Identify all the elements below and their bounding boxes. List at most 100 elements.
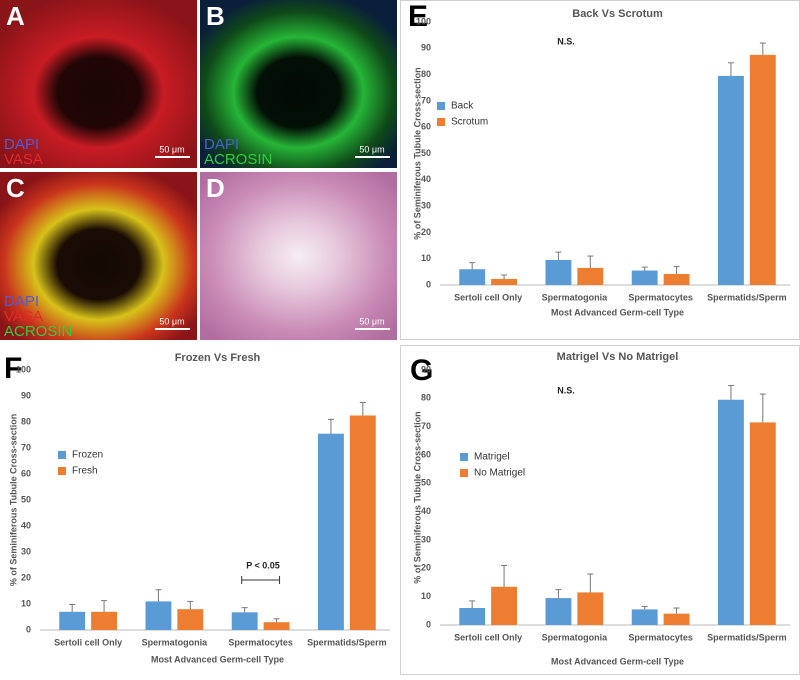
legend-swatch <box>460 469 468 477</box>
bar <box>718 75 744 285</box>
bar <box>349 415 376 630</box>
panel-letter: D <box>206 173 225 203</box>
bar <box>263 622 290 630</box>
legend-label: No Matrigel <box>474 468 525 479</box>
scale-label: 50 μm <box>159 144 184 154</box>
scale-label: 50 μm <box>159 316 184 326</box>
bar <box>663 273 690 285</box>
bar <box>59 611 86 630</box>
y-tick-label: 30 <box>21 546 31 556</box>
x-tick-label: Spermatids/Sperm <box>707 632 787 642</box>
x-tick-label: Sertoli cell Only <box>454 632 522 642</box>
y-tick-label: 10 <box>421 253 431 263</box>
y-tick-label: 10 <box>421 591 431 601</box>
bar <box>663 613 690 625</box>
x-tick-label: Spermatogonia <box>142 637 209 647</box>
stain-label: DAPI <box>4 136 39 153</box>
y-tick-label: 60 <box>421 449 431 459</box>
y-tick-label: 80 <box>21 416 31 426</box>
x-tick-label: Spermatocytes <box>228 637 293 647</box>
legend-swatch <box>58 451 66 459</box>
x-axis-label: Most Advanced Germ-cell Type <box>551 307 684 317</box>
panel-letter: A <box>6 1 25 31</box>
bar <box>145 601 172 630</box>
y-tick-label: 70 <box>21 442 31 452</box>
scale-label: 50 μm <box>359 316 384 326</box>
y-tick-label: 60 <box>421 122 431 132</box>
y-tick-label: 0 <box>426 619 431 629</box>
y-tick-label: 50 <box>421 148 431 158</box>
legend-swatch <box>437 118 445 126</box>
y-tick-label: 50 <box>421 478 431 488</box>
panel-letter: B <box>206 1 225 31</box>
annotation: N.S. <box>557 36 575 46</box>
y-tick-label: 90 <box>421 364 431 374</box>
x-axis-label: Most Advanced Germ-cell Type <box>551 656 684 666</box>
y-tick-label: 30 <box>421 200 431 210</box>
y-tick-label: 60 <box>21 468 31 478</box>
y-tick-label: 40 <box>421 174 431 184</box>
significance-bracket <box>241 576 281 584</box>
y-tick-label: 40 <box>21 520 31 530</box>
chart-title: Frozen Vs Fresh <box>175 352 261 364</box>
legend-swatch <box>58 467 66 475</box>
bar <box>318 433 344 630</box>
bar <box>577 592 604 625</box>
panel-letter: E <box>408 0 428 33</box>
panel-letter: G <box>410 354 433 387</box>
bar <box>459 269 486 285</box>
y-tick-label: 80 <box>421 393 431 403</box>
panel-letter: C <box>6 173 25 203</box>
y-tick-label: 100 <box>416 16 431 26</box>
bar <box>749 54 776 285</box>
legend-label: Scrotum <box>451 117 488 128</box>
legend-swatch <box>460 453 468 461</box>
bar <box>749 422 776 625</box>
bar <box>631 270 658 285</box>
chart-title: Matrigel Vs No Matrigel <box>557 351 679 363</box>
y-tick-label: 90 <box>421 43 431 53</box>
bar <box>177 609 204 630</box>
stain-label: ACROSIN <box>204 151 272 168</box>
x-tick-label: Spermatocytes <box>628 292 693 302</box>
legend-swatch <box>437 102 445 110</box>
legend-label: Fresh <box>72 466 98 477</box>
x-tick-label: Sertoli cell Only <box>54 637 122 647</box>
stain-label: ACROSIN <box>4 323 72 340</box>
y-tick-label: 0 <box>26 624 31 634</box>
bar <box>231 612 258 630</box>
y-tick-label: 50 <box>21 494 31 504</box>
legend-label: Frozen <box>72 450 103 461</box>
y-tick-label: 30 <box>421 534 431 544</box>
x-tick-label: Spermatogonia <box>542 632 609 642</box>
micrograph <box>0 172 197 340</box>
y-tick-label: 20 <box>421 563 431 573</box>
y-tick-label: 80 <box>421 69 431 79</box>
bar <box>718 399 744 625</box>
bar <box>491 586 517 625</box>
bar <box>545 598 572 625</box>
x-tick-label: Sertoli cell Only <box>454 292 522 302</box>
stain-label: DAPI <box>4 293 39 310</box>
micrograph <box>0 0 197 168</box>
y-tick-label: 10 <box>21 598 31 608</box>
bar <box>545 260 572 285</box>
x-tick-label: Spermatids/Sperm <box>707 292 787 302</box>
x-tick-label: Spermatocytes <box>628 632 693 642</box>
bar <box>577 267 604 285</box>
x-tick-label: Spermatogonia <box>542 292 609 302</box>
bar <box>91 611 117 630</box>
micrograph <box>200 0 397 168</box>
scale-label: 50 μm <box>359 144 384 154</box>
annotation: P < 0.05 <box>246 560 280 570</box>
y-axis-label: % of Seminiferous Tubule Cross-section <box>8 414 18 586</box>
stain-label: VASA <box>4 151 43 168</box>
x-tick-label: Spermatids/Sperm <box>307 637 387 647</box>
y-tick-label: 100 <box>16 364 31 374</box>
bar <box>491 278 517 285</box>
y-tick-label: 20 <box>21 572 31 582</box>
bar <box>631 609 658 625</box>
bar <box>459 608 486 625</box>
